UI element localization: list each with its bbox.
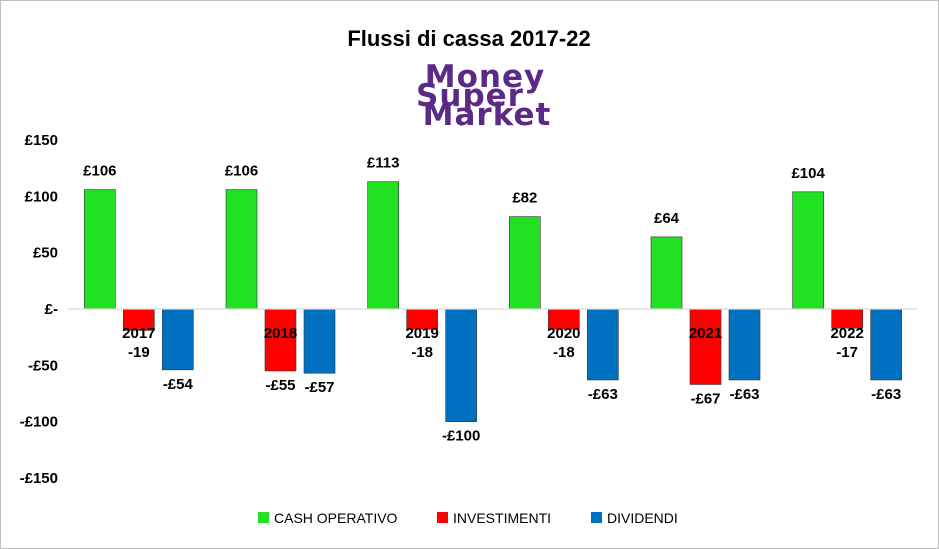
y-tick-label: £50 xyxy=(33,245,58,262)
category-label: 2020 xyxy=(547,325,580,342)
bars xyxy=(84,181,902,422)
bar-dividendi-2022 xyxy=(870,308,902,381)
data-label: -18 xyxy=(411,344,433,361)
data-label: -17 xyxy=(836,344,858,361)
bar-dividendi-2017 xyxy=(162,308,194,371)
y-tick-label: £- xyxy=(45,301,58,318)
bar-investimenti-2018 xyxy=(264,308,297,372)
bar-dividendi-2021 xyxy=(728,308,761,381)
y-tick-label: -£150 xyxy=(20,470,58,487)
bar-cash-operativo-2017 xyxy=(84,189,116,310)
data-label: £104 xyxy=(791,165,825,182)
data-label: -£67 xyxy=(690,390,720,407)
legend-label: DIVIDENDI xyxy=(607,510,678,526)
bar-investimenti-2021 xyxy=(689,308,722,385)
y-axis: £150 £100 £50 £- -£50 -£100 -£150 xyxy=(20,132,58,487)
bar-cash-operativo-2020 xyxy=(509,216,541,310)
chart-title: Flussi di cassa 2017-22 xyxy=(347,26,590,51)
bar-cash-operativo-2019 xyxy=(367,181,399,310)
category-label: 2021 xyxy=(689,325,722,342)
data-label: £113 xyxy=(367,155,400,172)
bar-cash-operativo-2018 xyxy=(225,189,258,310)
data-label: -£55 xyxy=(265,377,295,394)
logo-line-super: Super xyxy=(416,78,524,114)
category-label: 2022 xyxy=(830,325,863,342)
data-label: -£100 xyxy=(442,428,480,445)
data-label: -£63 xyxy=(871,386,901,403)
bar-cash-operativo-2022 xyxy=(792,191,824,310)
logo: Money Super Market xyxy=(416,59,552,133)
data-label: -18 xyxy=(553,344,575,361)
legend-label: INVESTIMENTI xyxy=(453,510,551,526)
legend: CASH OPERATIVO INVESTIMENTI DIVIDENDI xyxy=(258,510,678,526)
legend-swatch xyxy=(258,512,269,523)
y-tick-label: £150 xyxy=(25,132,58,149)
bar-dividendi-2019 xyxy=(445,308,477,422)
bar-dividendi-2018 xyxy=(303,308,336,374)
data-labels: £106 £106 £113£82£64£104-19-£55-18 -18-£67-… xyxy=(83,155,901,445)
bar-dividendi-2020 xyxy=(587,308,619,381)
data-label: -£63 xyxy=(588,386,618,403)
data-label: -£63 xyxy=(729,386,759,403)
legend-label: CASH OPERATIVO xyxy=(274,510,398,526)
category-labels: 2017 2018 2019 2020 2021 2022 xyxy=(122,325,864,342)
data-label: £82 xyxy=(512,190,537,207)
y-tick-label: -£50 xyxy=(28,357,58,374)
data-label: -19 xyxy=(128,344,150,361)
legend-swatch xyxy=(437,512,448,523)
legend-swatch xyxy=(591,512,602,523)
data-label: -£54 xyxy=(163,376,194,393)
data-label: £64 xyxy=(654,210,680,227)
y-tick-label: £100 xyxy=(25,188,58,205)
category-label: 2019 xyxy=(405,325,438,342)
data-label: £106 xyxy=(83,163,116,180)
bar-cash-operativo-2021 xyxy=(650,236,683,310)
logo-line-market: Market xyxy=(423,97,552,133)
logo-line-money: Money xyxy=(425,59,545,95)
category-label: 2018 xyxy=(264,325,297,342)
category-label: 2017 xyxy=(122,325,155,342)
y-tick-label: -£100 xyxy=(20,414,58,431)
data-label: -£57 xyxy=(304,379,334,396)
data-label: £106 xyxy=(225,163,258,180)
